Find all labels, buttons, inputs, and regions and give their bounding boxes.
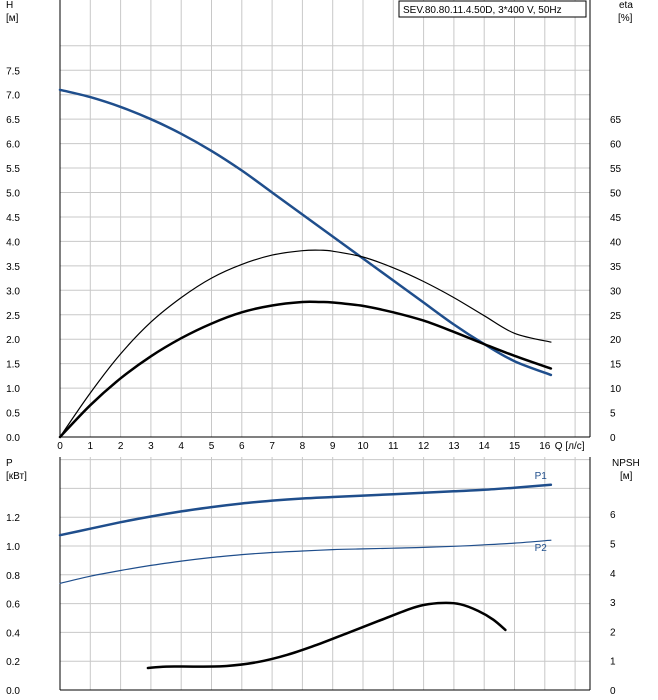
tick-label-eta: 10 bbox=[610, 384, 622, 395]
tick-label-q: 0 bbox=[57, 441, 63, 452]
tick-label-h: 6.5 bbox=[6, 115, 20, 126]
tick-label-p: 0.8 bbox=[6, 571, 20, 582]
series-line-1-2 bbox=[146, 601, 507, 670]
p-axis-label: P bbox=[6, 458, 13, 469]
tick-label-npsh: 5 bbox=[610, 540, 616, 551]
tick-label-eta: 50 bbox=[610, 189, 622, 200]
eta-axis-unit: [%] bbox=[618, 13, 633, 24]
tick-label-q: 2 bbox=[118, 441, 124, 452]
series-line-0-2 bbox=[58, 300, 553, 439]
series-label-p1: P1 bbox=[535, 471, 548, 482]
tick-label-eta: 20 bbox=[610, 335, 622, 346]
tick-label-q: 15 bbox=[509, 441, 521, 452]
tick-label-p: 1.2 bbox=[6, 513, 20, 524]
tick-label-p: 0.6 bbox=[6, 600, 20, 611]
tick-label-q: 11 bbox=[388, 441, 399, 452]
h-axis-label: H bbox=[6, 0, 13, 11]
tick-label-q: 7 bbox=[269, 441, 275, 452]
tick-label-h: 7.5 bbox=[6, 66, 20, 77]
npsh-axis-label: NPSH bbox=[612, 458, 640, 469]
tick-label-h: 3.0 bbox=[6, 286, 20, 297]
tick-label-h: 3.5 bbox=[6, 262, 20, 273]
tick-label-eta: 25 bbox=[610, 311, 622, 322]
tick-label-eta: 40 bbox=[610, 237, 622, 248]
tick-label-h: 2.0 bbox=[6, 335, 20, 346]
tick-label-q: 3 bbox=[148, 441, 154, 452]
tick-label-npsh: 2 bbox=[610, 627, 616, 638]
tick-label-q: 4 bbox=[178, 441, 184, 452]
tick-label-p: 1.0 bbox=[6, 542, 20, 553]
tick-label-npsh: 1 bbox=[610, 657, 616, 668]
series-line-1-1 bbox=[59, 539, 552, 584]
series-label-p2: P2 bbox=[535, 543, 548, 554]
series-line-0-0 bbox=[58, 88, 553, 377]
tick-label-q: 5 bbox=[209, 441, 215, 452]
tick-label-q: 16 bbox=[539, 441, 551, 452]
tick-label-eta: 60 bbox=[610, 140, 622, 151]
tick-label-eta: 45 bbox=[610, 213, 622, 224]
tick-label-q: 6 bbox=[239, 441, 245, 452]
tick-label-h: 1.0 bbox=[6, 384, 20, 395]
tick-label-q: 10 bbox=[357, 441, 369, 452]
tick-label-eta: 55 bbox=[610, 164, 622, 175]
tick-label-eta: 5 bbox=[610, 409, 616, 420]
tick-label-q: 14 bbox=[479, 441, 491, 452]
chart-title: SEV.80.80.11.4.50D, 3*400 V, 50Hz bbox=[403, 5, 562, 16]
tick-label-q: 9 bbox=[330, 441, 336, 452]
tick-label-h: 4.5 bbox=[6, 213, 20, 224]
tick-label-npsh: 6 bbox=[610, 510, 616, 521]
upper-grid bbox=[59, 0, 591, 438]
tick-label-eta: 0 bbox=[610, 433, 616, 444]
h-axis-unit: [м] bbox=[6, 13, 19, 24]
p-axis-unit: [кВт] bbox=[6, 471, 27, 482]
eta-axis-label: eta bbox=[619, 0, 633, 11]
tick-label-h: 0.0 bbox=[6, 433, 20, 444]
tick-label-h: 5.0 bbox=[6, 189, 20, 200]
tick-label-eta: 15 bbox=[610, 360, 622, 371]
lower-grid bbox=[59, 457, 591, 691]
tick-label-q: 8 bbox=[300, 441, 306, 452]
tick-label-p: 0.4 bbox=[6, 628, 20, 639]
tick-label-npsh: 4 bbox=[610, 569, 616, 580]
tick-label-h: 6.0 bbox=[6, 140, 20, 151]
series-line-0-1 bbox=[59, 249, 552, 438]
tick-label-q: 1 bbox=[88, 441, 94, 452]
tick-label-q: 13 bbox=[448, 441, 460, 452]
x-axis-label: Q [л/с] bbox=[555, 441, 585, 452]
tick-label-eta: 35 bbox=[610, 262, 622, 273]
tick-label-h: 7.0 bbox=[6, 91, 20, 102]
labels: 0.0 0.5 1.0 1.5 2.0 2.5 3.0 3.5 4.0 4.5 5.0 5.5 6.0 6… bbox=[6, 0, 640, 697]
tick-label-h: 1.5 bbox=[6, 360, 20, 371]
tick-label-h: 4.0 bbox=[6, 237, 20, 248]
tick-label-q: 12 bbox=[418, 441, 430, 452]
tick-label-npsh: 3 bbox=[610, 598, 616, 609]
tick-label-p: 0.0 bbox=[6, 686, 20, 697]
curves bbox=[58, 88, 553, 670]
title-box bbox=[398, 0, 587, 18]
tick-label-h: 0.5 bbox=[6, 409, 20, 420]
tick-label-npsh: 0 bbox=[610, 686, 616, 697]
tick-label-eta: 30 bbox=[610, 286, 622, 297]
npsh-axis-unit: [м] bbox=[620, 471, 633, 482]
tick-label-eta: 65 bbox=[610, 115, 622, 126]
tick-label-p: 0.2 bbox=[6, 657, 20, 668]
tick-label-h: 5.5 bbox=[6, 164, 20, 175]
series-line-1-0 bbox=[58, 483, 553, 537]
tick-label-h: 2.5 bbox=[6, 311, 20, 322]
